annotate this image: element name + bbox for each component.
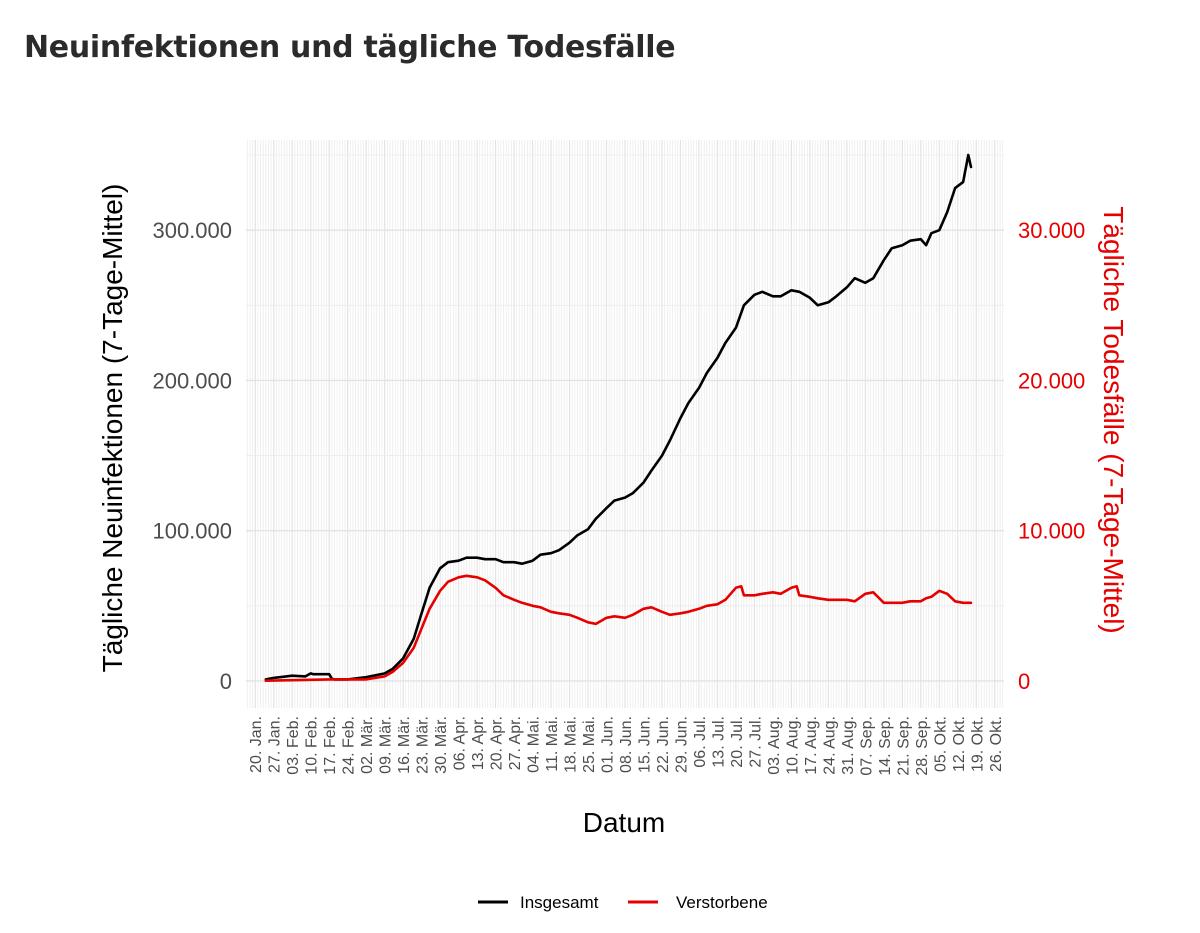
x-tick-label: 24. Feb. [341,716,358,775]
legend-label-insgesamt: Insgesamt [520,893,599,912]
x-tick-label: 15. Jun. [637,716,654,773]
x-tick-label: 13. Jul. [710,716,727,768]
x-tick-label: 29. Jun. [674,716,691,773]
right-tick-label: 10.000 [1018,519,1085,544]
right-tick-label: 20.000 [1018,368,1085,393]
x-tick-label: 06. Jul. [692,716,709,768]
x-tick-label: 20. Apr. [489,716,506,770]
x-tick-label: 02. Mär. [359,716,376,774]
chart-title: Neuinfektionen und tägliche Todesfälle [24,30,676,65]
left-axis: 0 100.000 200.000 300.000 [152,218,232,694]
legend-label-verstorbene: Verstorbene [676,893,768,912]
x-tick-label: 08. Jun. [618,716,635,773]
x-tick-label: 19. Okt. [969,716,986,772]
x-tick-label: 05. Okt. [932,716,949,772]
series-line-verstorbene [264,574,973,683]
x-tick-label: 18. Mai. [563,716,580,773]
left-tick-label: 300.000 [152,218,232,243]
x-tick-label: 10. Aug. [784,716,801,775]
x-tick-label: 22. Jun. [655,716,672,773]
x-tick-label: 20. Jan. [248,716,265,773]
x-tick-label: 01. Jun. [600,716,617,773]
x-tick-label: 20. Jul. [729,716,746,768]
x-tick-label: 06. Apr. [452,716,469,770]
legend: Insgesamt Verstorbene [478,893,768,912]
left-tick-label: 100.000 [152,519,232,544]
left-tick-label: 200.000 [152,368,232,393]
x-tick-label: 03. Aug. [766,716,783,775]
x-tick-label: 16. Mär. [396,716,413,774]
x-tick-label: 17. Aug. [803,716,820,775]
x-tick-label: 13. Apr. [470,716,487,770]
right-tick-label: 30.000 [1018,218,1085,243]
right-axis: 0 10.000 20.000 30.000 [1018,218,1085,694]
x-tick-label: 03. Feb. [285,716,302,775]
right-axis-title: Tägliche Todesfälle (7-Tage-Mittel) [1098,206,1129,633]
x-axis: 20. Jan. 27. Jan. 03. Feb. 10. Feb. 17. Feb.… [248,716,1005,776]
x-tick-label: 10. Feb. [304,716,321,775]
x-tick-label: 14. Sep. [877,716,894,776]
series-layer [264,153,973,683]
left-tick-label: 0 [220,669,232,694]
x-tick-label: 09. Mär. [378,716,395,774]
x-tick-label: 31. Aug. [840,716,857,775]
x-tick-label: 27. Apr. [507,716,524,770]
x-tick-label: 23. Mär. [415,716,432,774]
x-tick-label: 30. Mär. [433,716,450,774]
x-tick-label: 11. Mai. [544,716,561,772]
grid [246,140,1004,708]
series-line-insgesamt [264,153,973,681]
x-tick-label: 27. Jul. [747,716,764,768]
x-tick-label: 25. Mai. [581,716,598,773]
x-axis-title: Datum [583,807,665,838]
x-tick-label: 12. Okt. [951,716,968,772]
x-tick-label: 21. Sep. [895,716,912,776]
x-tick-label: 17. Feb. [322,716,339,775]
x-tick-label: 24. Aug. [821,716,838,775]
x-tick-label: 07. Sep. [858,716,875,776]
left-axis-title: Tägliche Neuinfektionen (7-Tage-Mittel) [97,184,128,673]
x-tick-label: 28. Sep. [914,716,931,776]
x-tick-label: 26. Okt. [988,716,1005,772]
x-tick-label: 27. Jan. [267,716,284,773]
x-tick-label: 04. Mai. [526,716,543,773]
right-tick-label: 0 [1018,669,1030,694]
